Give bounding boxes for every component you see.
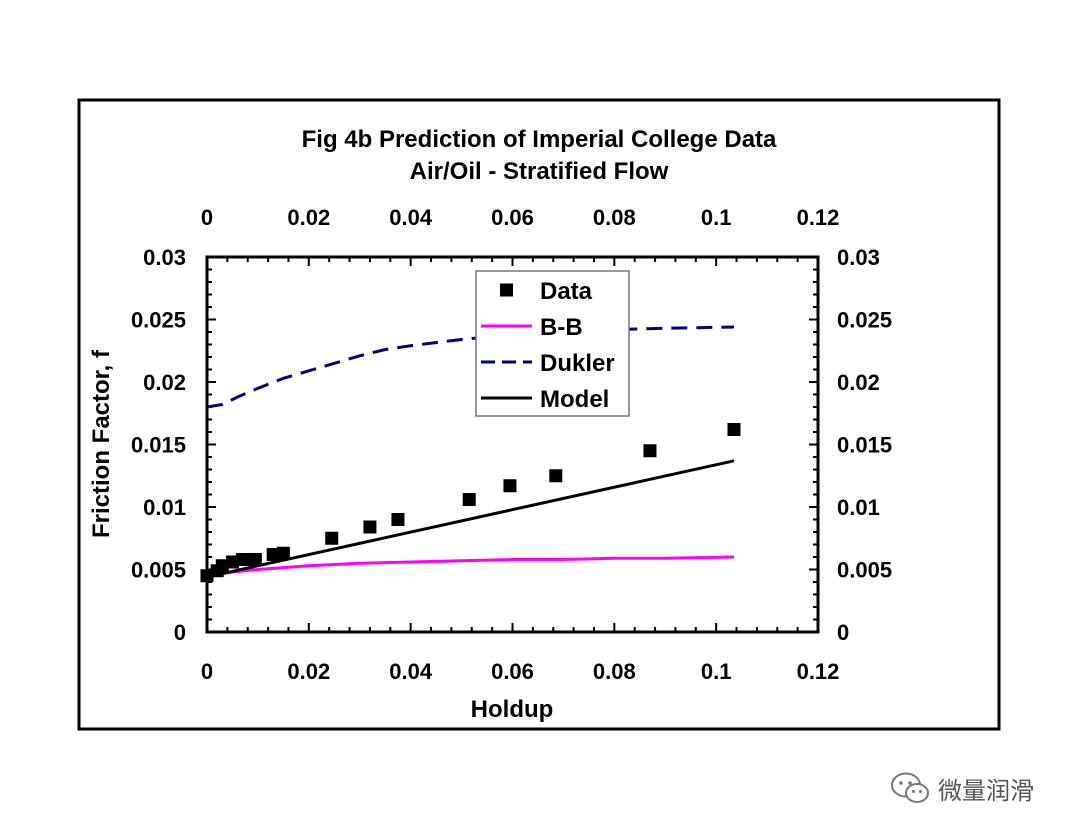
y-tick-label-left: 0.025 [131, 308, 186, 333]
y-tick-label-left: 0.015 [131, 433, 186, 458]
legend: Data B-B Dukler Model [475, 270, 630, 417]
series-line-dukler [206, 325, 735, 409]
data-point [727, 423, 741, 436]
chart-title: Fig 4b Prediction of Imperial College Da… [302, 126, 777, 153]
series-line-b-b [206, 555, 735, 578]
data-point [391, 513, 405, 526]
y-tick-label-right: 0.025 [837, 308, 892, 333]
y-tick-label-left: 0.01 [143, 495, 186, 520]
y-tick-label-right: 0.01 [837, 495, 880, 520]
x-tick-label-top: 0.08 [593, 205, 636, 230]
x-tick-label-top: 0.06 [491, 205, 534, 230]
series-line-model [206, 459, 735, 579]
data-point [266, 548, 280, 561]
x-tick-label-top: 0.1 [701, 205, 732, 230]
x-tick-label-bottom: 0.06 [491, 659, 534, 684]
y-tick-label-right: 0.02 [837, 370, 880, 395]
y-tick-label-right: 0.005 [837, 558, 892, 583]
y-tick-label-left: 0 [174, 620, 186, 645]
data-point [225, 555, 239, 569]
data-point [276, 546, 290, 560]
y-axis-label: Friction Factor, f [88, 349, 115, 538]
data-point [325, 531, 339, 545]
y-tick-label-right: 0.03 [837, 245, 880, 270]
x-axis-label: Holdup [471, 696, 554, 723]
data-point [503, 479, 517, 493]
y-tick-label-left: 0.02 [143, 370, 186, 395]
x-tick-label-bottom: 0 [201, 659, 213, 684]
x-tick-label-top: 0.04 [389, 205, 433, 230]
x-tick-label-bottom: 0.02 [287, 659, 330, 684]
y-tick-label-right: 0.015 [837, 433, 892, 458]
data-point [248, 553, 262, 566]
data-point [643, 444, 657, 458]
legend-marker-data [500, 283, 513, 297]
outer-frame [77, 98, 1001, 731]
watermark: 微量润滑 [890, 768, 1034, 808]
y-tick-label-left: 0.03 [143, 245, 186, 270]
y-tick-label-right: 0 [837, 620, 849, 645]
plot-area: 000.020.020.040.040.060.060.080.080.10.1… [131, 205, 892, 684]
legend-label-model: Model [540, 386, 609, 413]
watermark-text: 微量润滑 [938, 776, 1034, 805]
legend-label-b-b: B-B [540, 314, 583, 341]
x-tick-label-bottom: 0.04 [389, 659, 433, 684]
legend-label-data: Data [540, 278, 593, 305]
legend-label-dukler: Dukler [540, 350, 615, 377]
y-tick-label-left: 0.005 [131, 558, 186, 583]
wechat-icon [891, 772, 929, 803]
data-point [549, 469, 563, 483]
data-point [215, 559, 229, 573]
x-tick-label-top: 0 [201, 205, 213, 230]
data-point [363, 520, 377, 534]
x-tick-label-bottom: 0.08 [593, 659, 636, 684]
x-tick-label-bottom: 0.12 [797, 659, 840, 684]
data-point [462, 493, 476, 506]
chart-subtitle: Air/Oil - Stratified Flow [410, 158, 669, 185]
x-tick-label-top: 0.12 [797, 205, 840, 230]
x-tick-label-top: 0.02 [287, 205, 330, 230]
data-point [236, 553, 250, 566]
x-tick-label-bottom: 0.1 [701, 659, 732, 684]
data-point [200, 569, 214, 583]
